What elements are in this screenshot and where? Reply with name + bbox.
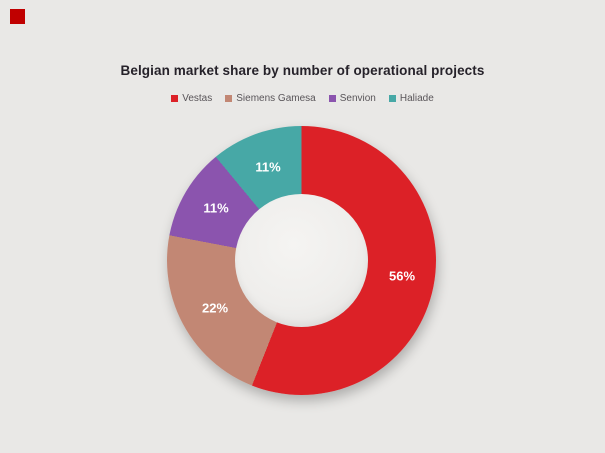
- legend-label-siemens-gamesa: Siemens Gamesa: [236, 93, 316, 104]
- slice-label-siemens-gamesa: 22%: [201, 300, 229, 316]
- legend-swatch-vestas-icon: [171, 95, 179, 102]
- slice-label-senvion: 11%: [203, 200, 229, 216]
- legend-swatch-haliade-icon: [388, 95, 396, 102]
- legend-item-vestas: Vestas: [171, 93, 212, 104]
- legend-label-haliade: Haliade: [399, 93, 434, 104]
- legend-item-siemens-gamesa: Siemens Gamesa: [225, 93, 316, 104]
- legend-label-vestas: Vestas: [182, 93, 213, 104]
- donut-chart: [167, 126, 436, 395]
- slice-label-vestas: 56%: [388, 268, 416, 284]
- red-square-marker: [10, 9, 25, 24]
- chart-title: Belgian market share by number of operat…: [120, 63, 485, 78]
- donut-hole: [235, 194, 368, 327]
- slice-label-haliade: 11%: [255, 159, 281, 175]
- legend-item-senvion: Senvion: [328, 93, 376, 104]
- legend-swatch-siemens-gamesa-icon: [225, 95, 233, 102]
- legend-swatch-senvion-icon: [328, 95, 336, 102]
- legend-item-haliade: Haliade: [388, 93, 434, 104]
- chart-legend: Vestas Siemens Gamesa Senvion Haliade: [0, 93, 605, 104]
- legend-label-senvion: Senvion: [339, 93, 376, 104]
